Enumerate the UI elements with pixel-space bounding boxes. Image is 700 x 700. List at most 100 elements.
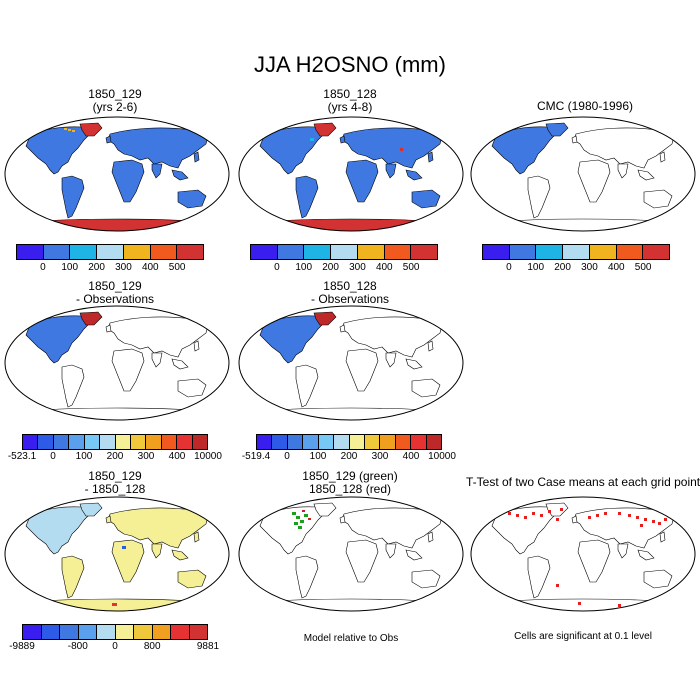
landmass-antarctica	[265, 598, 437, 611]
landmass-greenland	[79, 502, 103, 517]
colorbar-tick-label: -519.4	[241, 451, 271, 462]
colorbar-tick-label: 0	[274, 262, 280, 273]
colorbar-swatch	[146, 435, 162, 449]
colorbar-tick-label: 9881	[196, 641, 220, 652]
colorbar-panel-1	[16, 244, 204, 260]
colorbar-tick-label: 0	[40, 262, 46, 273]
colorbar-swatch	[349, 435, 365, 449]
landmass-antarctica	[497, 218, 669, 231]
colorbar-tick-label: 100	[75, 451, 93, 462]
landmass-africa	[111, 159, 145, 203]
landmass-seAsia	[637, 549, 655, 561]
colorbar-tick-label: 10000	[194, 451, 222, 462]
panel-7-title: 1850_129 (green) 1850_128 (red)	[265, 470, 435, 496]
colorbar-swatch	[318, 435, 335, 449]
colorbar-tick-label: 0	[506, 262, 512, 273]
colorbar-tick-label: 300	[137, 451, 155, 462]
colorbar-tick-label: -9889	[9, 641, 35, 652]
colorbar-tick-label: 300	[349, 262, 366, 273]
colorbar-ticks-panel-5: -519.4 0 100 200 300 400 10000	[242, 451, 456, 465]
colorbar-tick-label: 300	[371, 451, 389, 462]
sig-cell	[654, 602, 657, 605]
landmass-africa	[345, 348, 379, 392]
panel-5-title-line1: 1850_128	[323, 279, 377, 293]
colorbar-swatch	[426, 435, 442, 449]
red-cell	[308, 518, 311, 520]
green-cell	[292, 512, 296, 515]
sig-cell	[596, 514, 599, 517]
landmass-eurasia	[341, 127, 443, 169]
sig-cell	[618, 604, 621, 607]
landmass-australia	[643, 189, 673, 209]
sig-cell	[540, 514, 543, 517]
landmass-greenland	[79, 311, 103, 326]
landmass-africa	[345, 159, 379, 203]
colorbar-ticks-panel-3: 0 100 200 300 400 500	[482, 262, 670, 276]
panel-7-title-line2: 1850_128 (red)	[308, 482, 392, 496]
colorbar-tick-label: 200	[88, 262, 105, 273]
colorbar-tick-label: -523.1	[7, 451, 37, 462]
colorbar-tick-label: 200	[554, 262, 571, 273]
note-model-relative: Model relative to Obs	[303, 633, 399, 644]
landmass-antarctica	[31, 407, 203, 420]
panel-3-title: CMC (1980-1996)	[500, 100, 670, 113]
landmass-eurasia	[573, 127, 675, 169]
colorbar-swatch	[304, 245, 332, 259]
landmass-southAmerica	[295, 555, 319, 599]
colorbar-swatch	[643, 245, 670, 259]
landmass-southAmerica	[527, 175, 551, 219]
map-panel-1	[4, 116, 230, 232]
landmass-southAmerica	[61, 364, 85, 408]
colorbar-swatch	[134, 625, 153, 639]
colorbar-tick-label: -800	[67, 641, 88, 652]
colorbar-tick-label: 200	[106, 451, 124, 462]
map-panel-8	[470, 496, 696, 612]
colorbar-tick-label: 500	[168, 262, 186, 273]
landmass-australia	[411, 569, 441, 589]
colorbar-swatch	[84, 435, 101, 449]
colorbar-swatch	[177, 245, 204, 259]
panel-7-title-line1: 1850_129 (green)	[302, 469, 398, 483]
sig-cell	[548, 510, 551, 513]
landmass-seAsia	[171, 549, 189, 561]
colorbar-swatch	[123, 245, 151, 259]
colorbar-swatch	[161, 435, 178, 449]
sig-cell	[556, 584, 559, 587]
colorbar-swatch	[536, 245, 564, 259]
sig-cell	[578, 602, 581, 605]
landmass-india	[151, 352, 163, 368]
sig-cell	[524, 516, 527, 519]
colorbar-swatch	[334, 435, 350, 449]
landmass-antarctica	[497, 598, 669, 611]
colorbar-swatch	[272, 435, 288, 449]
green-cell	[300, 520, 304, 523]
colorbar-tick-label: 200	[322, 262, 339, 273]
colorbar-swatch	[100, 435, 116, 449]
landmass-japan	[427, 340, 434, 352]
panel-5-title: 1850_128 - Observations	[265, 280, 435, 306]
panel-1-title-line1: 1850_129	[88, 87, 142, 101]
landmass-uk	[105, 135, 112, 144]
landmass-antarctica	[265, 407, 437, 420]
panel-6-title: 1850_129 - 1850_128	[30, 470, 200, 496]
snow-cell	[400, 148, 403, 151]
colorbar-ticks-panel-4: -523.1 0 100 200 300 400 10000	[8, 451, 222, 465]
colorbar-swatch	[287, 435, 304, 449]
landmass-australia	[643, 569, 673, 589]
landmass-southAmerica	[295, 364, 319, 408]
landmass-seAsia	[637, 169, 655, 181]
landmass-india	[617, 163, 629, 179]
landmass-india	[151, 543, 163, 559]
panel-2-title: 1850_128 (yrs 4-8)	[265, 88, 435, 114]
sig-cell	[644, 518, 647, 521]
map-panel-5	[238, 305, 464, 421]
landmass-seAsia	[171, 169, 189, 181]
colorbar-swatch	[616, 245, 644, 259]
landmass-eurasia	[573, 507, 675, 549]
colorbar-swatch	[97, 245, 124, 259]
colorbar-swatch	[251, 245, 278, 259]
sig-cell	[618, 512, 621, 515]
map-panel-6	[4, 496, 230, 612]
sig-cell	[640, 524, 643, 527]
colorbar-tick-label: 300	[115, 262, 132, 273]
